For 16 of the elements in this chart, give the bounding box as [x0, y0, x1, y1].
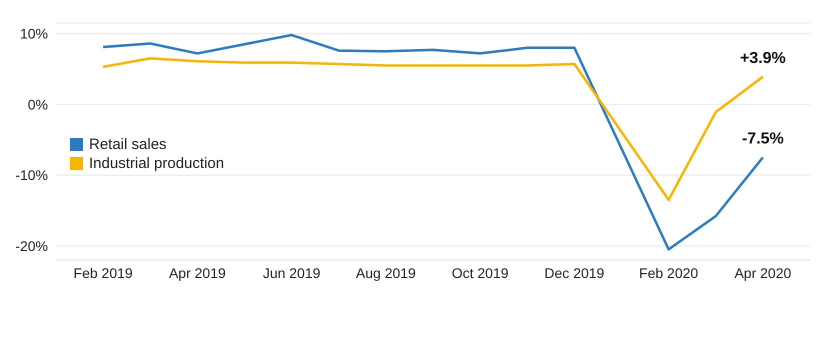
x-tick-label: Feb 2020: [639, 264, 698, 281]
x-tick-label: Apr 2019: [168, 264, 226, 281]
x-tick-label: Oct 2019: [452, 264, 509, 281]
y-tick-label: 0%: [28, 96, 48, 112]
x-tick-label: Apr 2020: [734, 264, 792, 281]
y-tick-label: -10%: [15, 167, 48, 184]
annotation: -7.5%: [742, 130, 784, 148]
x-tick-label: Aug 2019: [356, 264, 416, 281]
annotation: +3.9%: [740, 50, 786, 67]
y-tick-label: 10%: [20, 26, 48, 42]
x-tick-label: Jun 2019: [262, 264, 321, 281]
x-tick-label: Dec 2019: [544, 264, 605, 281]
legend-label: Industrial production: [89, 155, 224, 172]
legend-label: Retail sales: [89, 136, 167, 153]
y-tick-label: -20%: [15, 238, 48, 254]
x-tick-label: Feb 2019: [74, 264, 133, 281]
